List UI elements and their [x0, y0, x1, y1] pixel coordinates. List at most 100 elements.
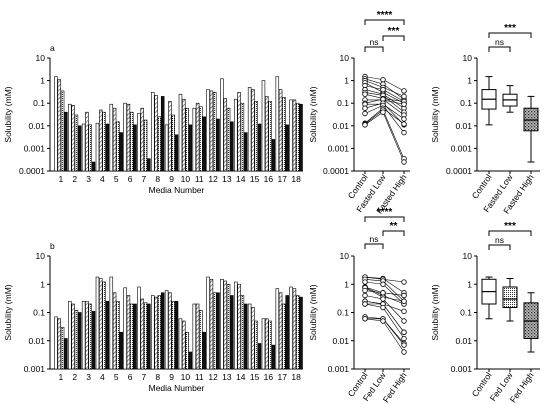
x-tick-label: 3 — [86, 372, 91, 382]
bar-hatch — [278, 292, 283, 370]
bar-solid — [64, 338, 68, 370]
data-point — [401, 129, 407, 136]
bar-solid — [257, 343, 262, 370]
data-point — [380, 304, 386, 311]
x-tick-label: 15 — [250, 372, 260, 382]
bar-dotted — [116, 300, 120, 370]
bar-solid — [188, 124, 193, 172]
bar-hatch — [112, 107, 117, 172]
data-point — [362, 287, 368, 294]
significance-bracket — [382, 35, 405, 41]
y-tick-label: 0.1 — [460, 98, 472, 108]
bar-open — [220, 78, 224, 172]
x-tick-label: 8 — [155, 174, 160, 184]
bar-hatch — [140, 107, 145, 172]
bar-solid — [299, 296, 303, 370]
bar-open — [109, 103, 114, 172]
data-point — [401, 329, 407, 335]
bar-open — [137, 286, 141, 370]
bar-hatch — [251, 307, 255, 370]
bar-hatch — [85, 111, 89, 172]
bar-hatch — [265, 318, 269, 370]
bar-open — [178, 93, 183, 172]
data-point — [401, 279, 407, 285]
bar-solid — [202, 116, 206, 172]
x-tick-label: 13 — [222, 174, 232, 184]
y-tick-label: 0.1 — [33, 98, 45, 108]
bar-hatch — [209, 278, 214, 370]
bar-hatch — [265, 96, 269, 172]
data-point — [380, 318, 386, 324]
bar-dotted — [116, 121, 120, 172]
data-point — [401, 318, 407, 324]
bar-solid — [147, 158, 151, 172]
bar-open — [234, 98, 238, 172]
bar-solid — [216, 292, 220, 370]
bar-solid — [91, 161, 96, 172]
y-tick-label: 0.01 — [28, 336, 45, 346]
data-point — [380, 290, 386, 296]
bar-open — [275, 288, 280, 370]
bar-dotted — [199, 309, 203, 370]
x-tick-label: 16 — [264, 174, 274, 184]
data-point — [401, 292, 407, 299]
bar-open — [192, 107, 197, 172]
significance-bracket — [488, 46, 511, 52]
bar-hatch — [57, 79, 62, 172]
x-tick-label: 6 — [128, 372, 133, 382]
significance-bracket — [364, 243, 384, 249]
bar-solid — [174, 300, 179, 370]
y-tick-label: 0.01 — [332, 121, 349, 131]
significance-label: ns — [495, 235, 504, 245]
bar-hatch — [251, 89, 255, 172]
bar-open — [123, 287, 127, 370]
bar-hatch — [237, 92, 241, 172]
y-tick-label: 1 — [344, 279, 349, 289]
bar-solid — [257, 123, 262, 172]
bar-open — [68, 103, 72, 172]
significance-label: **** — [377, 207, 393, 218]
bar-solid — [147, 303, 151, 370]
x-tick-label: 1 — [59, 372, 64, 382]
bar-solid — [243, 132, 248, 172]
y-axis-label: Solubility (mM) — [430, 86, 440, 142]
data-point — [362, 105, 368, 111]
data-point — [401, 349, 407, 355]
box — [502, 286, 518, 309]
bar-open — [164, 124, 169, 172]
bar-open — [247, 303, 252, 370]
y-tick-label: 10 — [36, 53, 46, 63]
data-point — [380, 281, 386, 287]
bar-dotted — [88, 124, 92, 172]
bar-dotted — [212, 292, 217, 370]
bar-hatch — [292, 288, 297, 370]
y-tick-label: 0.001 — [328, 364, 350, 374]
paired-line — [364, 318, 405, 353]
x-tick-label: 18 — [291, 372, 301, 382]
bar-solid — [243, 303, 248, 370]
significance-bracket — [364, 46, 384, 52]
data-point — [401, 308, 407, 315]
bar-open — [109, 276, 114, 370]
data-point — [362, 279, 368, 285]
bar-hatch — [71, 105, 75, 172]
bar-hatch — [99, 278, 103, 370]
bar-dotted — [157, 116, 162, 172]
bar-hatch — [126, 295, 131, 370]
bar-open — [81, 300, 86, 370]
significance-bracket — [364, 216, 405, 222]
bar-open — [151, 295, 155, 370]
y-tick-label: 0.001 — [451, 143, 473, 153]
data-point — [380, 296, 386, 302]
x-tick-label: 14 — [236, 372, 246, 382]
bar-hatch — [182, 320, 186, 370]
bar-dotted — [74, 114, 79, 172]
bar-dotted — [60, 90, 65, 172]
bar-hatch — [168, 292, 172, 370]
bar-hatch — [237, 283, 241, 370]
x-tick-label: 1 — [59, 174, 64, 184]
y-tick-label: 0.01 — [332, 336, 349, 346]
bar-dotted — [268, 320, 272, 370]
bar-solid — [119, 132, 123, 172]
significance-bracket — [364, 19, 405, 25]
